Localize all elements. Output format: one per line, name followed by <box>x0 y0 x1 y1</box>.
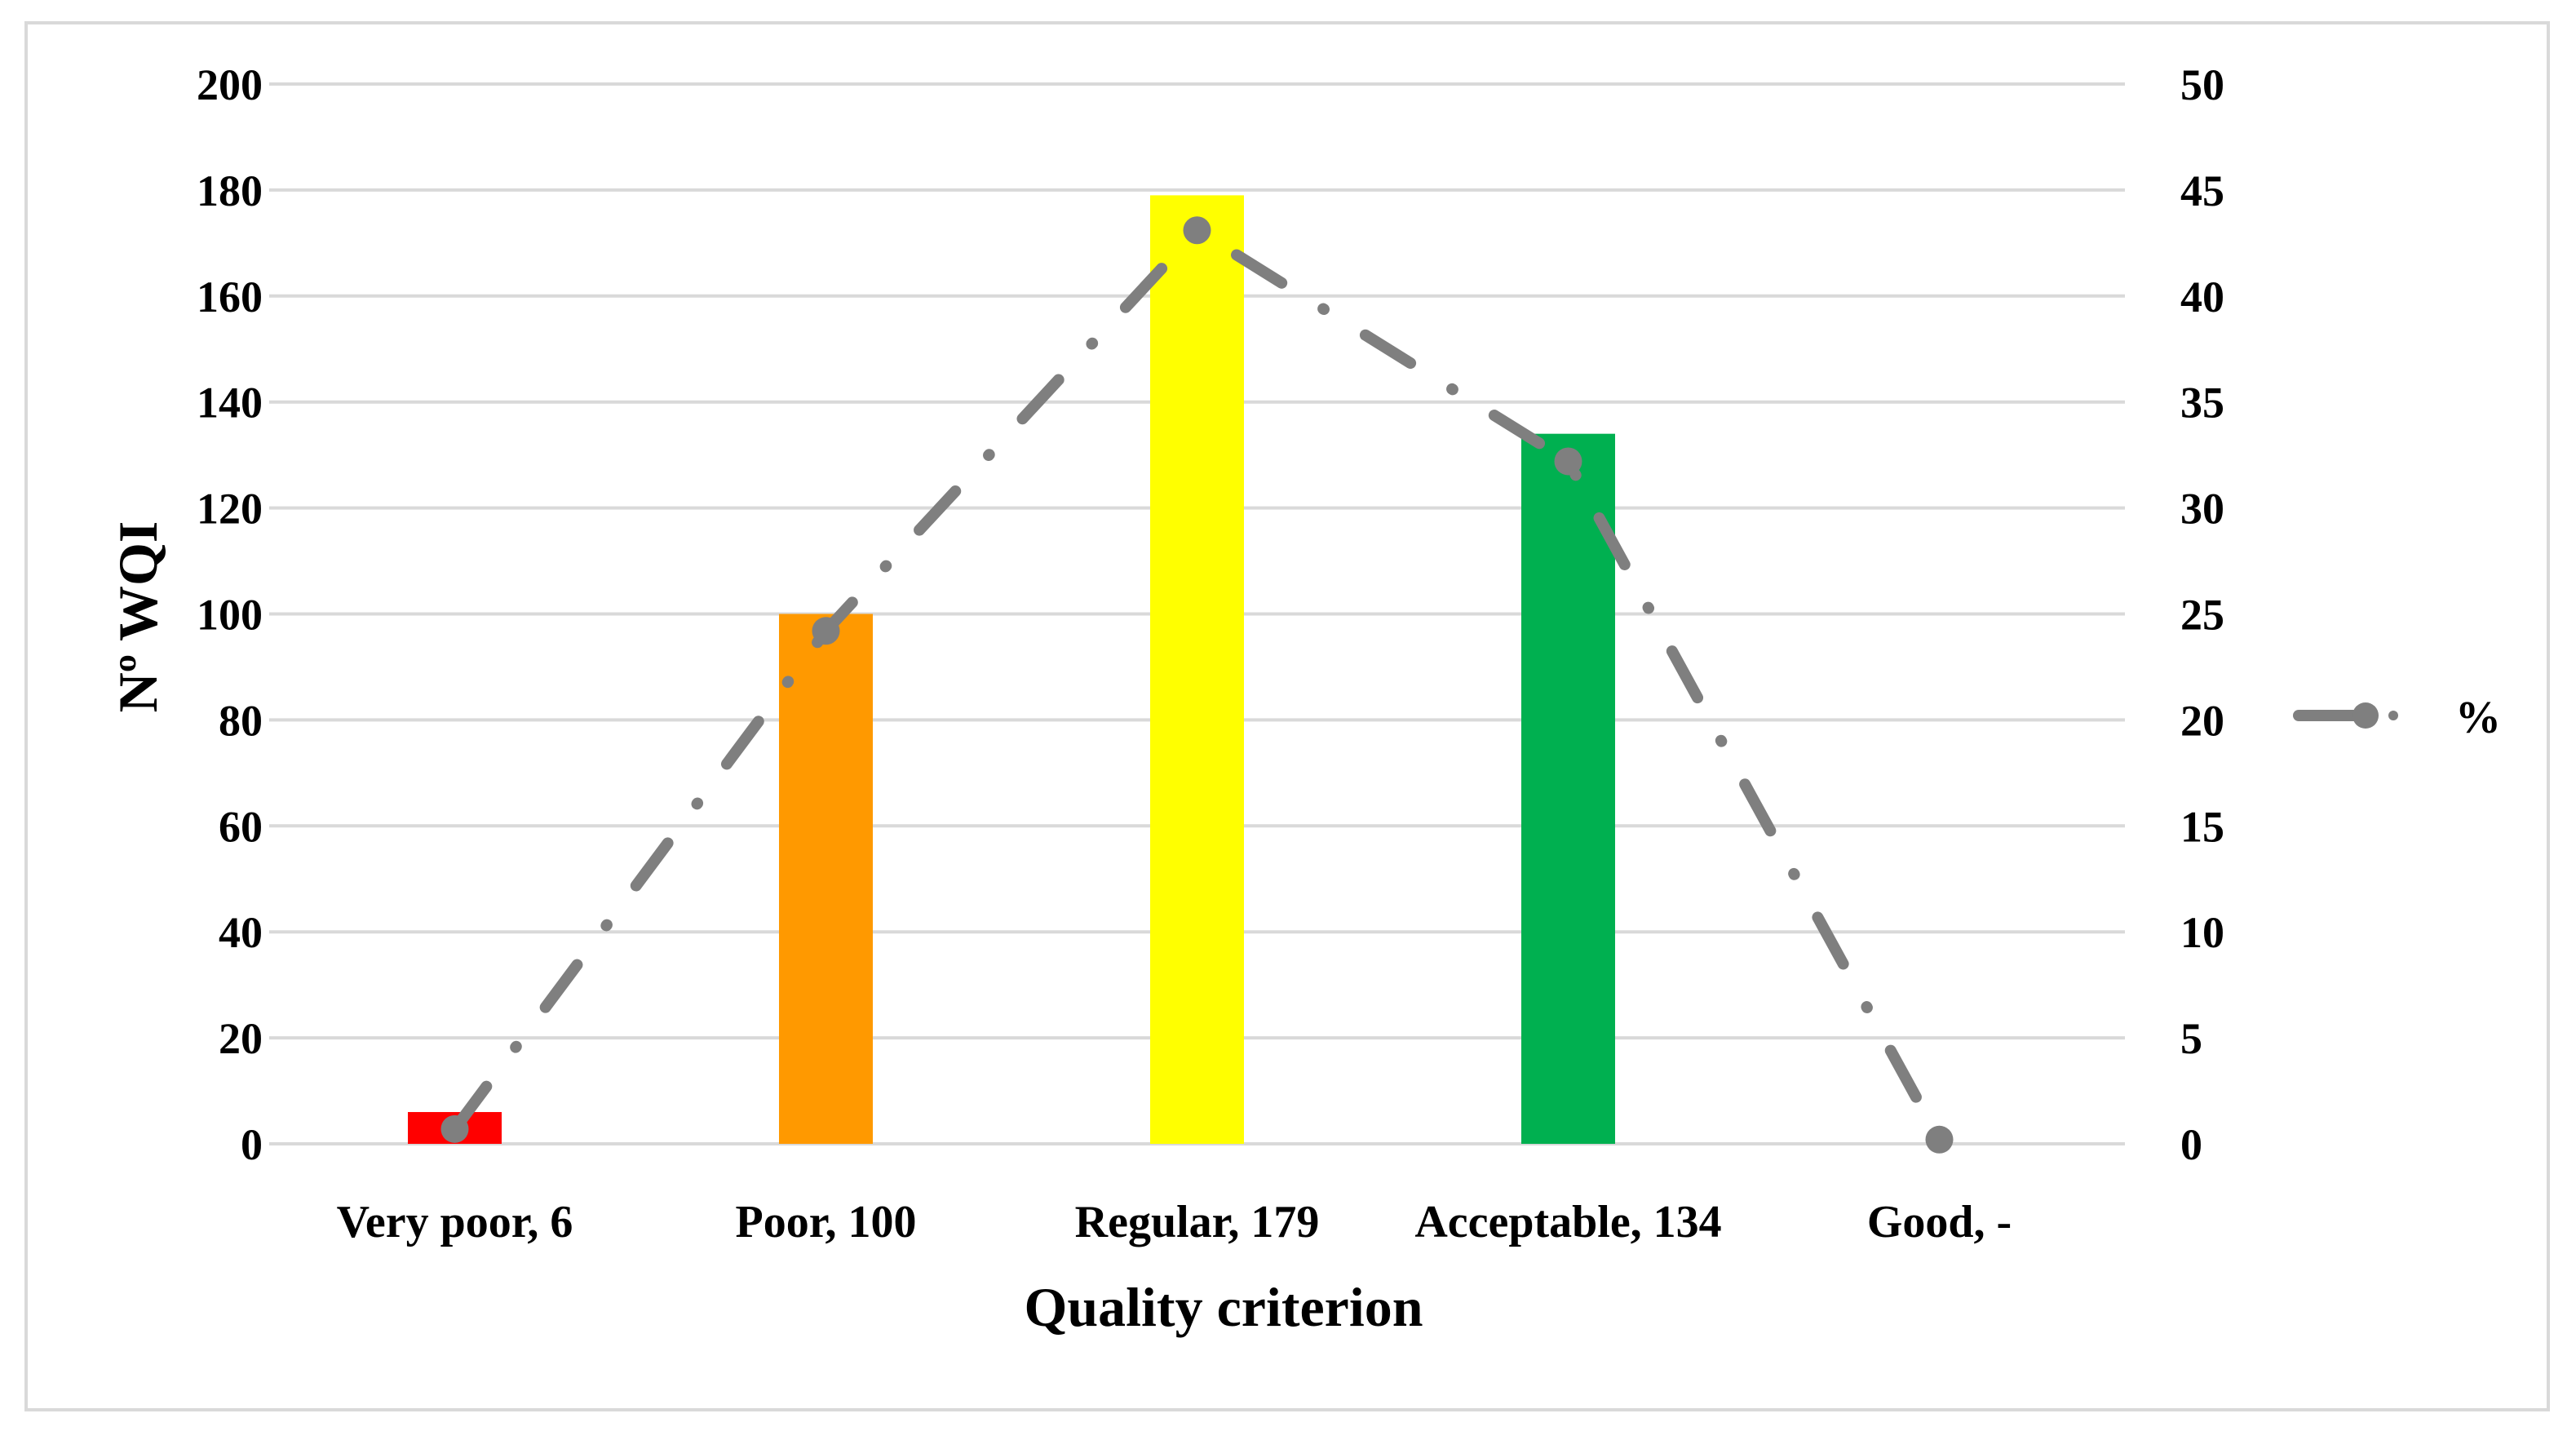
y-tick-label: 120 <box>197 485 263 534</box>
percent-point <box>1925 1125 1954 1154</box>
x-axis-title: Quality criterion <box>1024 1276 1423 1338</box>
y2-tick-label: 10 <box>2180 908 2224 957</box>
category-label: Acceptable, 134 <box>1414 1197 1721 1247</box>
y2-tick-label: 40 <box>2180 272 2224 321</box>
percent-point <box>1183 216 1211 245</box>
y-tick-label: 160 <box>197 272 263 321</box>
y-tick-label: 100 <box>197 591 263 640</box>
y-tick-label: 40 <box>219 908 263 957</box>
legend-label: % <box>2455 693 2501 743</box>
category-label: Very poor, 6 <box>337 1197 573 1247</box>
y-tick-label: 0 <box>241 1120 263 1169</box>
y2-tick-label: 45 <box>2180 166 2224 215</box>
chart-frame <box>24 21 2550 1411</box>
category-labels: Very poor, 6 Poor, 100 Regular, 179 Accepta… <box>337 1197 2012 1247</box>
y-tick-label: 200 <box>197 60 263 109</box>
y2-tick-label: 0 <box>2180 1120 2202 1169</box>
percent-line <box>440 216 1954 1154</box>
bars <box>408 195 1615 1144</box>
category-label: Regular, 179 <box>1075 1197 1320 1247</box>
y-tick-label: 80 <box>219 696 263 745</box>
bar <box>779 614 873 1144</box>
y-axis-title: Nº WQI <box>107 521 169 713</box>
y2-tick-label: 15 <box>2180 802 2224 851</box>
category-label: Poor, 100 <box>736 1197 917 1247</box>
y-tick-label: 20 <box>219 1014 263 1063</box>
right-axis-ticks: 0 5 10 15 20 25 30 35 40 45 50 <box>2180 60 2224 1169</box>
y2-tick-label: 25 <box>2180 591 2224 640</box>
y2-tick-label: 5 <box>2180 1014 2202 1063</box>
percent-point <box>440 1114 469 1143</box>
bar <box>1521 433 1615 1144</box>
y-tick-label: 60 <box>219 802 263 851</box>
legend-dot <box>2388 711 2398 720</box>
bar <box>1150 195 1244 1144</box>
legend-marker <box>2352 702 2379 729</box>
left-axis-ticks: 0 20 40 60 80 100 120 140 160 180 200 <box>197 60 263 1169</box>
y2-tick-label: 20 <box>2180 696 2224 745</box>
y-tick-label: 140 <box>197 379 263 428</box>
percent-point <box>812 617 840 645</box>
percent-point <box>1554 447 1582 476</box>
y-tick-label: 180 <box>197 166 263 215</box>
y2-tick-label: 30 <box>2180 485 2224 534</box>
y2-tick-label: 35 <box>2180 379 2224 428</box>
y2-tick-label: 50 <box>2180 60 2224 109</box>
legend: % <box>2293 693 2501 743</box>
category-label: Good, - <box>1867 1197 2012 1247</box>
